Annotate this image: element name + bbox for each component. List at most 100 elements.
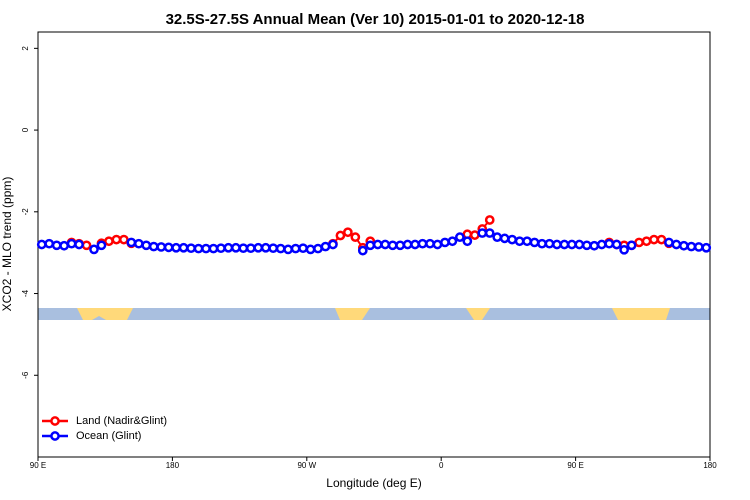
data-point [559, 239, 570, 250]
data-point [656, 234, 667, 245]
data-point [589, 240, 600, 251]
data-point [395, 240, 405, 251]
data-point [417, 238, 428, 249]
data-point [372, 239, 383, 250]
data-point [484, 228, 495, 238]
data-point [634, 237, 644, 248]
data-point [163, 242, 174, 253]
data-point [59, 240, 69, 251]
x-tick-label: 90 W [297, 461, 316, 470]
data-point [350, 232, 361, 242]
data-point [290, 243, 301, 254]
data-point [514, 236, 525, 247]
data-point [275, 243, 286, 254]
data-point [701, 242, 712, 253]
data-point [477, 228, 488, 238]
data-point [380, 239, 391, 250]
data-point [171, 242, 181, 253]
data-point [89, 244, 99, 255]
data-point [320, 241, 331, 252]
y-axis-label: XCO2 - MLO trend (ppm) [0, 177, 14, 312]
data-point [208, 243, 219, 254]
data-point [686, 241, 697, 252]
data-point [499, 233, 510, 244]
x-tick-label: 0 [439, 461, 444, 470]
data-point [104, 236, 114, 247]
data-point [626, 240, 637, 251]
data-point [216, 243, 226, 254]
data-point [492, 232, 503, 242]
data-point [447, 236, 458, 247]
data-point [231, 242, 241, 253]
data-point [462, 236, 473, 247]
data-point [133, 238, 144, 249]
x-axis-label: Longitude (deg E) [326, 476, 421, 490]
data-point [611, 239, 622, 250]
data-point [552, 239, 562, 250]
data-point [223, 242, 234, 253]
data-point [604, 238, 615, 249]
data-point [507, 234, 517, 245]
data-point [268, 243, 279, 254]
data-point [664, 237, 674, 248]
data-point [238, 243, 249, 254]
data-point [119, 234, 129, 245]
data-point [186, 243, 196, 254]
land-sea-strip [38, 308, 710, 320]
data-point [619, 244, 629, 255]
data-point [201, 243, 211, 254]
x-tick-label: 90 E [567, 461, 583, 470]
data-point [596, 239, 607, 250]
x-tick-label: 90 E [30, 461, 46, 470]
data-point [455, 232, 465, 242]
data-point [305, 244, 316, 255]
data-point [141, 240, 152, 251]
data-point [679, 240, 689, 251]
legend-label: Land (Nadir&Glint) [76, 415, 167, 427]
data-point [649, 234, 659, 245]
data-point [440, 237, 450, 248]
data-point [693, 242, 704, 252]
data-point [36, 239, 47, 250]
data-point [335, 230, 346, 241]
data-point [328, 239, 338, 250]
data-point [641, 236, 652, 247]
data-point [126, 237, 137, 248]
data-point [44, 238, 55, 249]
y-tick-label: 0 [21, 127, 30, 132]
data-point [148, 241, 159, 252]
data-point [193, 243, 204, 254]
data-point [357, 245, 368, 256]
data-point [537, 238, 547, 249]
y-tick-label: -6 [21, 371, 30, 379]
data-point [581, 240, 592, 251]
data-point [156, 242, 167, 252]
data-point [522, 236, 532, 247]
data-point [74, 239, 84, 250]
data-point [51, 240, 62, 251]
data-point [484, 215, 495, 225]
data-point [96, 240, 107, 251]
data-point [245, 243, 256, 254]
data-point [253, 242, 264, 253]
data-point [387, 240, 398, 251]
data-point [567, 239, 577, 250]
data-point [283, 244, 293, 255]
data-point [81, 240, 92, 251]
data-point [544, 238, 555, 249]
x-tick-label: 180 [166, 461, 180, 470]
legend-marker [50, 416, 60, 426]
data-point [66, 238, 77, 249]
data-point [343, 227, 353, 238]
data-point [313, 243, 323, 254]
data-point [469, 230, 480, 240]
data-point [425, 238, 435, 249]
data-point [111, 234, 122, 245]
chart-title: 32.5S-27.5S Annual Mean (Ver 10) 2015-01… [166, 11, 585, 28]
data-point [410, 239, 420, 250]
data-point [298, 243, 308, 254]
data-point [402, 239, 413, 250]
data-point [574, 239, 585, 250]
y-tick-label: -2 [21, 208, 30, 216]
